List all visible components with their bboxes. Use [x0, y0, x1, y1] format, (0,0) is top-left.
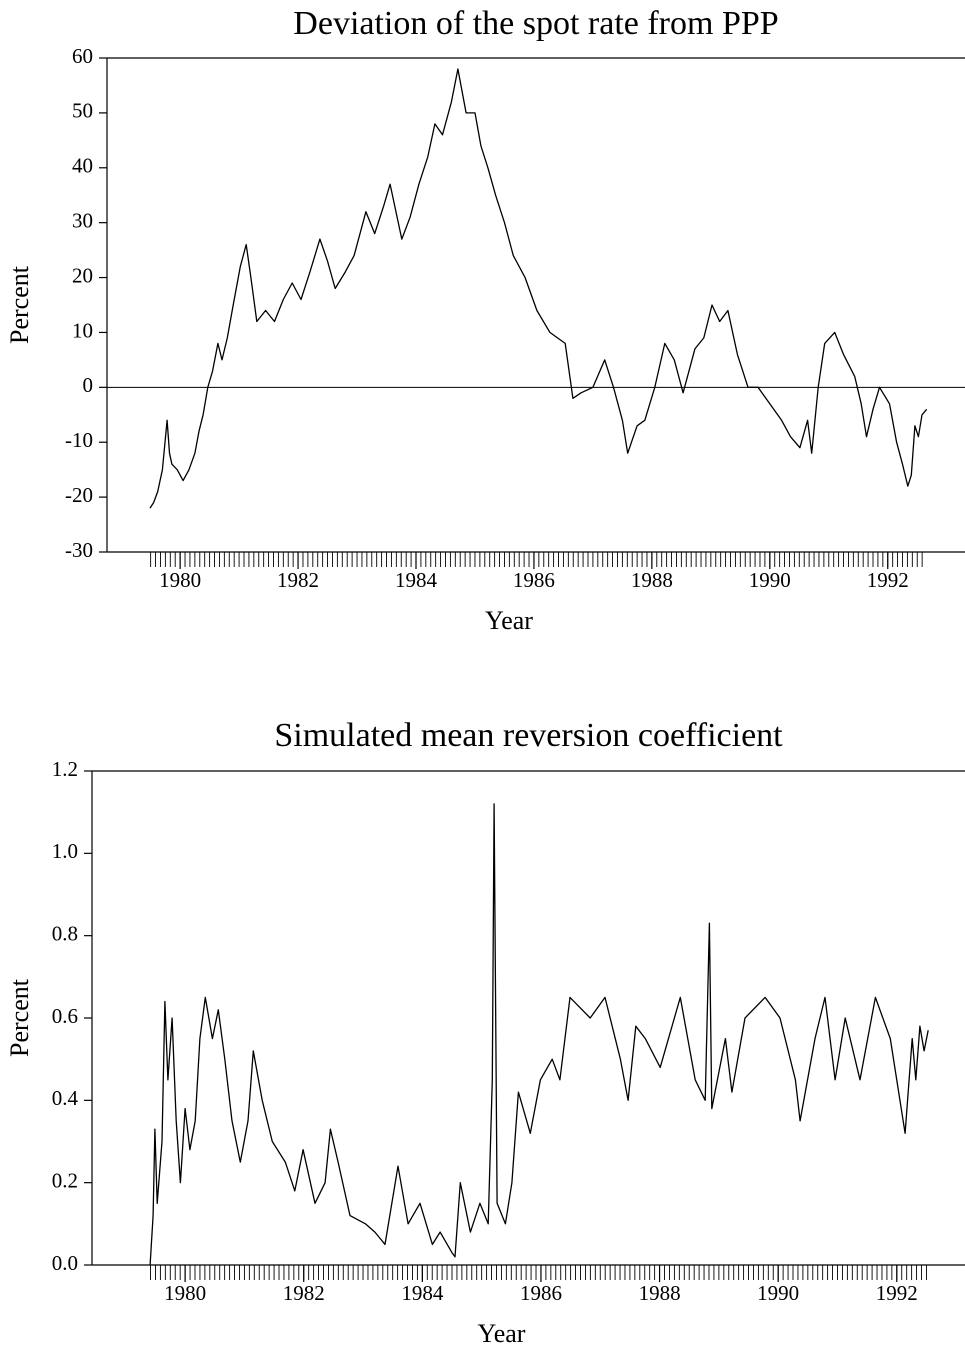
x-tick-label: 1992	[876, 1281, 918, 1305]
x-tick-label: 1986	[520, 1281, 562, 1305]
y-tick-label: -20	[65, 483, 93, 507]
x-tick-label: 1982	[277, 568, 319, 592]
data-line	[149, 803, 929, 1266]
y-tick-label: 60	[72, 44, 93, 68]
x-tick-label: 1980	[159, 568, 201, 592]
x-tick-label: 1992	[867, 568, 909, 592]
y-tick-label: -30	[65, 538, 93, 562]
y-tick-label: 20	[72, 263, 93, 287]
y-tick-label: 0.6	[52, 1004, 78, 1028]
y-tick-label: 1.0	[52, 839, 78, 863]
chart-title: Deviation of the spot rate from PPP	[293, 5, 778, 42]
chart-title: Simulated mean reversion coefficient	[274, 717, 783, 754]
x-axis-title: Year	[485, 606, 533, 635]
data-line	[149, 68, 928, 509]
y-tick-label: 0.8	[52, 921, 78, 945]
x-tick-label: 1986	[513, 568, 555, 592]
y-tick-label: 0	[83, 373, 94, 397]
x-axis-title: Year	[478, 1319, 526, 1348]
y-tick-label: 0.4	[52, 1086, 79, 1110]
y-tick-label: 50	[72, 99, 93, 123]
y-tick-label: 10	[72, 318, 93, 342]
x-tick-label: 1990	[757, 1281, 799, 1305]
y-tick-label: -10	[65, 428, 93, 452]
x-tick-label: 1980	[164, 1281, 206, 1305]
y-axis-title: Percent	[5, 265, 34, 344]
y-tick-label: 30	[72, 208, 93, 232]
y-tick-label: 40	[72, 154, 93, 178]
y-tick-label: 0.0	[52, 1251, 78, 1275]
x-tick-label: 1990	[749, 568, 791, 592]
x-tick-label: 1988	[631, 568, 673, 592]
y-tick-label: 1.2	[52, 757, 78, 781]
x-tick-label: 1988	[639, 1281, 681, 1305]
y-axis-title: Percent	[5, 978, 34, 1057]
x-tick-label: 1982	[283, 1281, 325, 1305]
y-tick-label: 0.2	[52, 1168, 78, 1192]
x-tick-label: 1984	[395, 568, 438, 592]
x-tick-label: 1984	[401, 1281, 444, 1305]
